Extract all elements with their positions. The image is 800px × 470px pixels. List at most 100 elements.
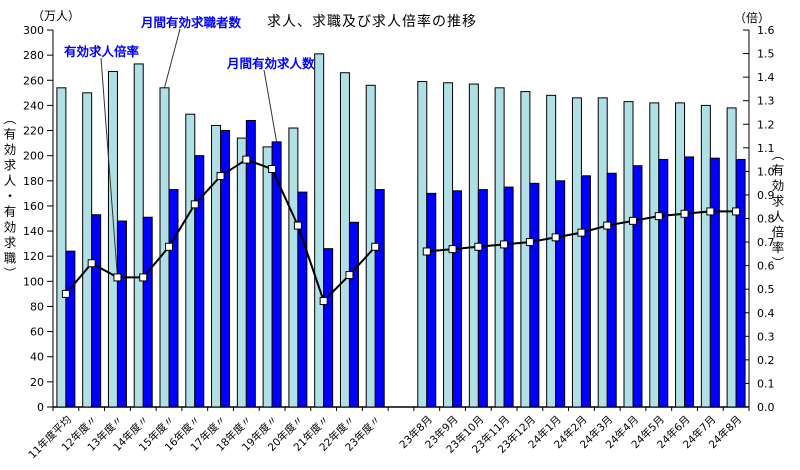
bar-openings [323,248,334,408]
bar-openings [658,158,669,408]
bar-seekers [623,101,634,408]
bar-seekers [520,91,531,408]
svg-text:0.3: 0.3 [757,330,775,343]
ratio-marker [139,273,148,282]
bar-seekers [546,94,557,408]
svg-text:20: 20 [30,376,44,389]
bar-seekers [211,125,222,408]
svg-text:1.3: 1.3 [757,95,775,108]
svg-text:260: 260 [23,74,44,87]
svg-text:1.5: 1.5 [757,48,775,61]
bar-openings [348,221,359,408]
bar-seekers [726,107,737,408]
ratio-marker [113,273,122,282]
bar-openings [142,216,153,408]
svg-text:1.2: 1.2 [757,118,775,131]
svg-text:1.1: 1.1 [757,142,775,155]
bar-seekers [56,87,67,408]
bar-seekers [417,81,428,408]
ratio-marker [603,221,612,230]
svg-text:100: 100 [23,275,44,288]
bar-openings [374,189,385,408]
svg-text:0.6: 0.6 [757,260,775,273]
bar-openings [116,220,127,408]
bar-seekers [236,137,247,408]
bar-openings [271,141,282,408]
bar-seekers [700,104,711,408]
bar-openings [452,190,463,408]
bar-seekers [443,82,454,408]
svg-text:0.8: 0.8 [757,213,775,226]
svg-text:300: 300 [23,24,44,37]
bar-seekers [185,113,196,408]
bar-seekers [339,72,350,408]
bar-seekers [262,146,273,408]
bar-seekers [675,102,686,408]
bar-openings [91,214,102,408]
svg-text:40: 40 [30,351,44,364]
svg-text:1.6: 1.6 [757,24,775,37]
bar-openings [220,130,231,408]
bar-openings [194,155,205,408]
bar-openings [168,189,179,408]
svg-text:200: 200 [23,150,44,163]
bar-seekers [314,53,325,408]
bar-seekers [133,63,144,408]
leader-line [263,69,278,142]
ratio-marker [190,200,199,209]
ratio-marker [87,259,96,268]
ratio-marker [216,172,225,181]
svg-text:0.4: 0.4 [757,307,775,320]
svg-text:80: 80 [30,300,44,313]
ratio-marker [525,238,534,247]
ratio-marker [293,221,302,230]
ratio-marker [654,212,663,221]
y-axis-left: 0 20 40 60 80 100 120 140 160 180 200 220 240 260 280 3… [23,24,53,414]
ratio-marker [577,228,586,237]
ratio-marker [448,245,457,254]
x-axis: 11年度平均12年度〃13年度〃14年度〃15年度〃16年度〃17年度〃18年度… [26,407,750,461]
ratio-marker [345,271,354,280]
annotation-openings-label: 月間有効求人数 [227,56,315,71]
svg-text:0.7: 0.7 [757,236,775,249]
left-axis-title: （有効求人・有効求職） [1,112,17,283]
bar-openings [580,175,591,408]
bar-seekers [649,102,660,408]
ratio-marker [268,165,277,174]
svg-text:180: 180 [23,175,44,188]
svg-text:1.0: 1.0 [757,165,775,178]
bar-openings [606,172,617,408]
leader-line [164,28,181,88]
ratio-marker [242,155,251,164]
ratio-marker [474,242,483,251]
svg-text:120: 120 [23,250,44,263]
ratio-marker [61,289,70,298]
bar-seekers [288,127,299,408]
ratio-marker [680,209,689,218]
svg-text:0.9: 0.9 [757,189,775,202]
svg-text:0.1: 0.1 [757,377,775,390]
svg-text:220: 220 [23,125,44,138]
bar-seekers [571,97,582,408]
bar-openings [529,182,540,408]
annotation-leader-lines [100,28,278,278]
ratio-marker [732,207,741,216]
svg-text:1.4: 1.4 [757,71,775,84]
ratio-marker [422,247,431,256]
svg-text:0.2: 0.2 [757,354,775,367]
ratio-marker [629,216,637,225]
annotation-seekers-label: 月間有効求職者数 [141,15,242,30]
bar-seekers [107,70,118,408]
bar-openings [684,156,695,408]
right-axis-unit-label: （倍） [734,11,771,25]
svg-text:0: 0 [37,401,44,414]
svg-text:60: 60 [30,326,44,339]
bar-openings [503,186,514,408]
bar-openings [632,165,643,408]
annotation-ratio-label: 有効求人倍率 [64,44,140,59]
bar-seekers [82,92,93,408]
bar-openings [65,250,76,408]
bars-openings [65,119,746,408]
